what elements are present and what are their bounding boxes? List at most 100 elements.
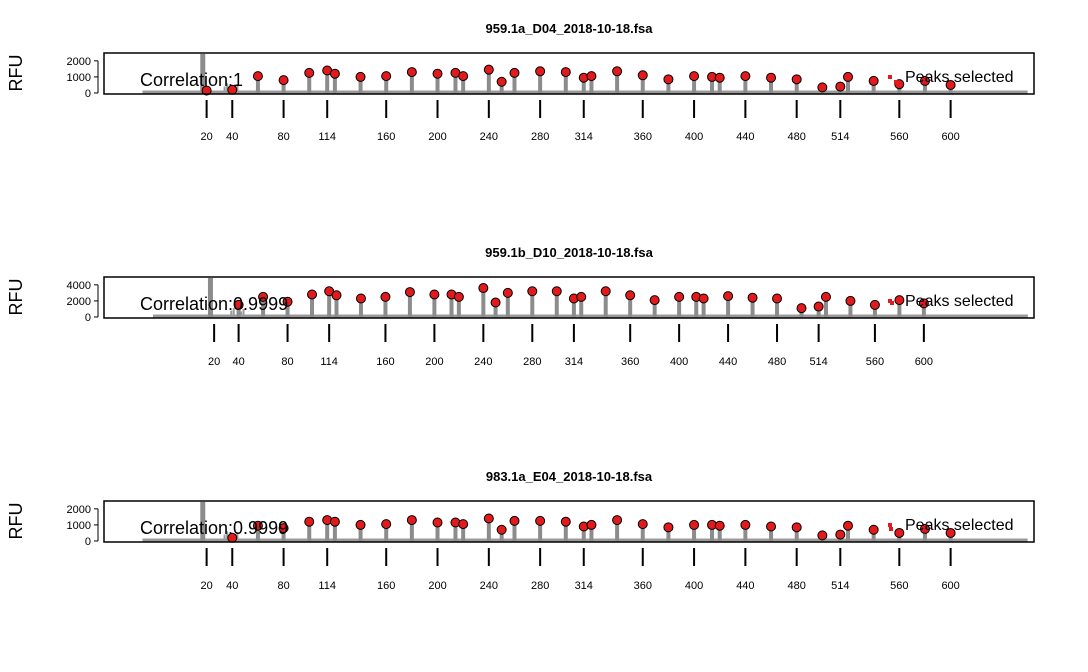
peak-point	[868, 75, 879, 86]
peak-point	[663, 522, 674, 533]
peak-point	[304, 516, 315, 527]
marker-tick-label: 360	[634, 131, 652, 143]
plot-frame	[103, 500, 1035, 543]
peak-point	[919, 523, 930, 534]
peak-point	[918, 298, 929, 309]
peak-point	[835, 81, 846, 92]
marker-tick-label: 240	[474, 356, 492, 368]
peak-point	[490, 297, 501, 308]
marker-tick-label: 560	[866, 356, 884, 368]
peak-point	[791, 74, 802, 85]
marker-tick-label: 480	[788, 131, 806, 143]
peak-point	[496, 524, 507, 535]
marker-tick-label: 280	[531, 580, 549, 592]
peak-point	[649, 295, 660, 306]
marker-tick-label: 114	[320, 356, 338, 368]
marker-tick-label: 400	[685, 580, 703, 592]
peak-point	[845, 295, 856, 306]
peak-point	[945, 527, 956, 538]
peak-point	[458, 519, 469, 530]
y-tick-label: 0	[85, 536, 91, 548]
marker-tick-label: 480	[788, 580, 806, 592]
peak-point	[483, 513, 494, 524]
peak-point	[600, 286, 611, 297]
peak-point	[796, 303, 807, 314]
peak-point	[496, 76, 507, 87]
peak-point	[404, 287, 415, 298]
peak-point	[820, 291, 831, 302]
marker-tick-label: 40	[232, 356, 244, 368]
peak-point	[258, 291, 269, 302]
marker-tick-label: 114	[318, 580, 336, 592]
marker-tick-label: 400	[670, 356, 688, 368]
peak-point	[432, 68, 443, 79]
y-tick-label: 4000	[67, 280, 91, 292]
peak-point	[381, 519, 392, 530]
marker-tick-label: 20	[208, 356, 220, 368]
peak-point	[355, 293, 366, 304]
legend-label: Peaks selected	[905, 293, 1014, 310]
marker-tick-label: 160	[376, 356, 394, 368]
peak-point	[894, 527, 905, 538]
marker-tick-label: 314	[565, 356, 583, 368]
peak-point	[689, 519, 700, 530]
y-tick-label: 0	[85, 312, 91, 324]
peak-point	[307, 289, 318, 300]
peak-point	[355, 519, 366, 530]
peak-point	[535, 66, 546, 77]
peak-point	[843, 520, 853, 531]
legend-marker	[894, 80, 898, 84]
marker-tick-label: 280	[531, 131, 549, 143]
peak-point	[432, 517, 443, 528]
peak-point	[278, 75, 289, 86]
peak-point	[714, 520, 725, 531]
legend-marker	[889, 527, 893, 531]
legend-marker	[890, 301, 894, 305]
peak-point	[381, 71, 392, 82]
plot-panel-2: 959.1b_D10_2018-10-18.fsa RFU 0 2000 4000 20 4…	[6, 245, 1035, 368]
peak-point	[835, 529, 846, 540]
peak-point	[509, 67, 520, 78]
peak-point	[535, 515, 546, 526]
peak-point	[586, 71, 597, 82]
marker-tick-label: 314	[575, 131, 593, 143]
y-tick-label: 0	[85, 88, 91, 100]
peak-point	[817, 530, 828, 541]
marker-tick-label: 240	[480, 131, 498, 143]
marker-tick-label: 514	[809, 356, 827, 368]
peak-point	[355, 71, 366, 82]
peak-point	[766, 72, 777, 83]
marker-tick-label: 314	[575, 580, 593, 592]
peak-point	[252, 71, 263, 82]
peak-point	[723, 291, 734, 302]
peak-point	[233, 299, 244, 310]
marker-tick-label: 560	[890, 580, 908, 592]
marker-tick-label: 114	[318, 131, 336, 143]
legend-label: Peaks selected	[905, 517, 1014, 534]
peak-point	[625, 290, 636, 301]
marker-tick-label: 200	[425, 356, 443, 368]
peak-point	[551, 286, 562, 297]
plot-title: 959.1a_D04_2018-10-18.fsa	[486, 21, 654, 36]
plot-title: 983.1a_E04_2018-10-18.fsa	[486, 469, 653, 484]
peak-point	[429, 289, 440, 300]
peak-point	[329, 68, 340, 79]
peak-point	[560, 67, 571, 78]
plot-panel-3: 983.1a_E04_2018-10-18.fsa RFU 0 1000 2000 20 4…	[6, 469, 1035, 592]
marker-tick-label: 80	[277, 580, 289, 592]
peak-point	[483, 64, 494, 75]
marker-tick-label: 600	[941, 131, 959, 143]
peak-point	[663, 74, 674, 85]
peak-point	[560, 516, 571, 527]
y-tick-label: 2000	[67, 504, 91, 516]
peak-point	[674, 291, 685, 302]
peak-point	[201, 85, 212, 96]
peak-point	[458, 71, 469, 82]
peak-point	[304, 67, 315, 78]
marker-tick-label: 240	[480, 580, 498, 592]
peak-point	[478, 283, 489, 294]
plot-frame	[103, 276, 1035, 319]
marker-tick-label: 400	[685, 131, 703, 143]
peak-point	[637, 519, 648, 530]
legend-marker	[888, 523, 892, 527]
